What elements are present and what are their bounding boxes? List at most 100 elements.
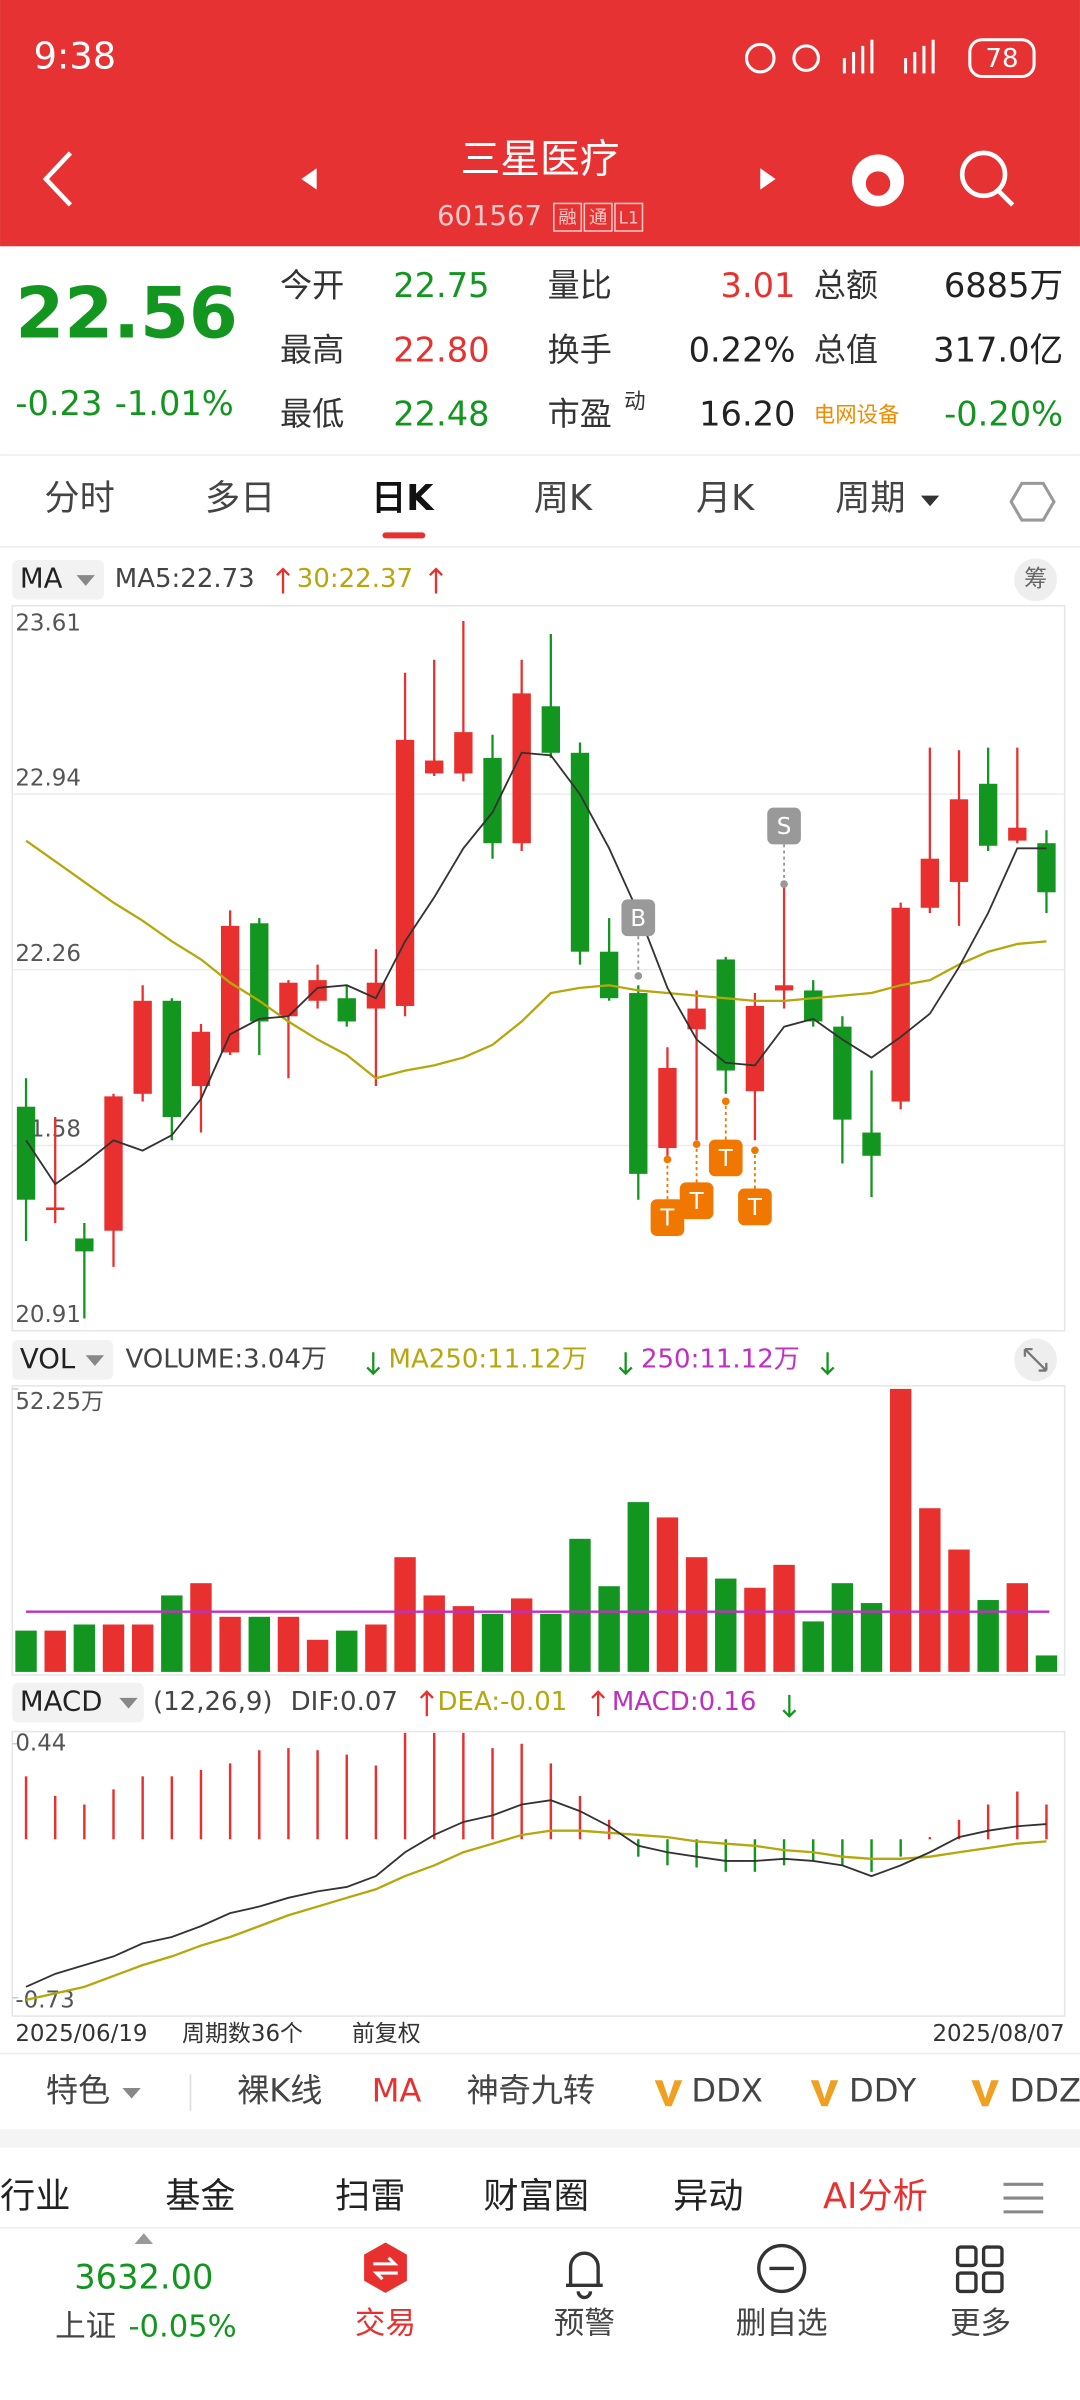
robot-icon[interactable] [852, 154, 905, 207]
chips-button[interactable] [1014, 558, 1058, 602]
volume-bar [365, 1624, 387, 1672]
stat-label: 最高 [280, 331, 344, 369]
candle-body [629, 993, 648, 1174]
badge: L1 [619, 208, 639, 228]
indicator[interactable]: MA [372, 2072, 422, 2110]
marker-box [708, 1139, 743, 1177]
volume-bar [569, 1538, 591, 1672]
volume-bar [423, 1595, 445, 1672]
bottom-tab[interactable]: AI分析 [823, 2176, 928, 2217]
search-icon[interactable] [959, 150, 1015, 207]
marker-label: T [689, 1189, 705, 1215]
indicator[interactable]: 裸K线 [237, 2072, 322, 2110]
back-button[interactable] [42, 151, 73, 207]
candle-body [454, 732, 473, 774]
bottom-tab[interactable]: 异动 [673, 2176, 743, 2217]
volume-bar [1035, 1655, 1058, 1672]
volume-bar [306, 1639, 329, 1672]
badge: 融 [558, 208, 576, 229]
volume-bar [860, 1603, 883, 1672]
change: -0.23 [15, 384, 102, 423]
ma-box[interactable] [12, 559, 105, 600]
candle-body [687, 1008, 706, 1030]
volume-bar [277, 1616, 300, 1672]
nav-item[interactable]: 删自选 [736, 2307, 828, 2342]
stat-value: 22.48 [393, 395, 489, 434]
stat-value: 6885万 [944, 266, 1063, 305]
adjust: 前复权 [352, 2021, 421, 2047]
badge: 通 [589, 208, 607, 229]
volume-chart: 52.25万 [12, 1388, 1058, 1672]
volume-bar [598, 1586, 620, 1672]
divider [0, 2052, 1080, 2055]
indicator[interactable]: 神奇九转 [467, 2072, 595, 2110]
period-tab[interactable]: 周K [534, 478, 593, 519]
settings-icon[interactable] [1009, 481, 1056, 522]
macd-box[interactable] [12, 1682, 144, 1723]
candle-body [46, 1207, 65, 1211]
candle-body [512, 693, 531, 844]
y-tick-label: 20.91 [15, 1302, 81, 1328]
period-tab[interactable]: 分时 [44, 478, 114, 519]
nav-item[interactable]: 预警 [554, 2307, 615, 2342]
candle-body [16, 1106, 36, 1200]
nav-icons[interactable] [566, 2243, 1004, 2300]
period-tab[interactable]: 日K [371, 478, 435, 519]
volume-bar [919, 1508, 941, 1672]
candle-body [833, 1026, 852, 1120]
y-tick-label: 23.61 [15, 611, 81, 637]
indicator[interactable]: DDY [849, 2072, 917, 2110]
marker-box [738, 1188, 772, 1226]
bottom-tab[interactable]: 基金 [165, 2176, 235, 2217]
marker-dot [721, 1097, 730, 1106]
candle-body [425, 760, 444, 774]
dif-line [25, 1799, 1047, 1988]
indicator[interactable]: DDX [691, 2072, 762, 2110]
volume-bar [161, 1595, 183, 1672]
bottom-tab[interactable]: 财富圈 [483, 2176, 589, 2217]
indicator[interactable]: 特色 [46, 2072, 110, 2110]
marker-dot [780, 880, 788, 888]
stat-value: 22.75 [393, 266, 489, 305]
menu-icon[interactable] [1003, 2182, 1044, 2214]
up-tri [134, 2233, 154, 2244]
stat-label: 总值 [814, 331, 878, 369]
candle-body [279, 982, 298, 1017]
candle-body [395, 739, 415, 1006]
dropdown-arrow [122, 2087, 141, 2099]
vol-box[interactable] [12, 1339, 114, 1380]
marker-box [650, 1199, 685, 1236]
stat-label: 换手 [548, 331, 612, 369]
candle-body [541, 706, 561, 753]
volume-bar [131, 1624, 154, 1672]
ma250-legend: MA250:11.12万 [389, 1344, 588, 1374]
bottom-tabs: 行业 基金 扫雷 财富圈 异动 AI分析 [0, 2176, 928, 2217]
nav-item[interactable]: 交易 [355, 2307, 416, 2342]
dea-legend: DEA:-0.01 [438, 1687, 568, 1717]
bottom-tab[interactable]: 行业 [0, 2176, 70, 2217]
stat-value: 22.80 [393, 330, 489, 369]
spacer [0, 2129, 1080, 2148]
indicator[interactable]: DDZ [1010, 2072, 1080, 2110]
candle-body [745, 1005, 765, 1092]
volume-bar [889, 1388, 912, 1672]
index-change: -0.05% [129, 2310, 237, 2345]
change-pct: -1.01% [115, 384, 234, 423]
macd-params: (12,26,9) [153, 1687, 273, 1717]
candle-body [804, 990, 823, 1022]
stat-sup: 动 [624, 389, 645, 414]
period-tab[interactable]: 多日 [205, 478, 275, 519]
marker-label: T [659, 1206, 675, 1232]
trade-icon[interactable] [364, 2242, 407, 2293]
volume-bar [219, 1616, 241, 1672]
status-icons [744, 38, 1036, 79]
up-arrows [419, 1690, 606, 1717]
candle-body [337, 998, 356, 1022]
dropdown-arrow [920, 495, 940, 507]
nav-item[interactable]: 更多 [950, 2307, 1011, 2342]
bottom-tab[interactable]: 扫雷 [335, 2176, 405, 2217]
period-tab[interactable]: 周期 [835, 478, 905, 519]
y-tick-label: 52.25万 [15, 1389, 104, 1415]
period-tab[interactable]: 月K [696, 478, 755, 519]
